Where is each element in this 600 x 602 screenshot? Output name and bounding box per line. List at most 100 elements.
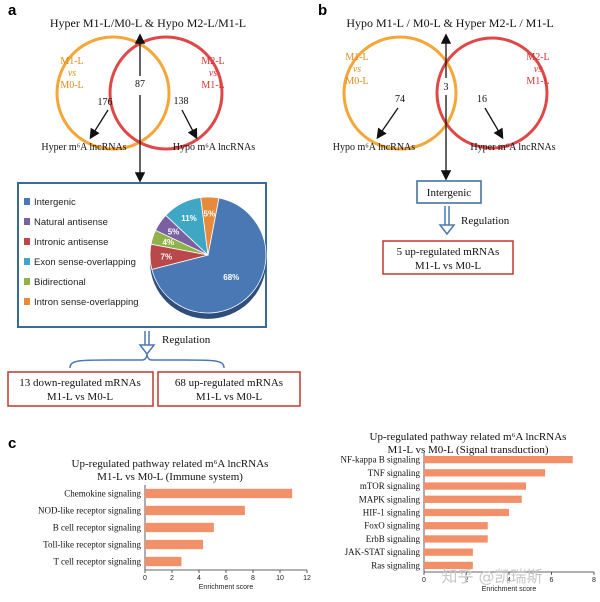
category-label-jak-stat-signaling: JAK-STAT signaling <box>345 547 421 557</box>
bar-erbb-signaling <box>424 535 488 543</box>
panel-b-overlap-count: 3 <box>444 82 449 93</box>
category-label-nod-like-receptor-signaling: NOD-like receptor signaling <box>38 506 141 516</box>
panel-b-box-bottom-line2: M1-L vs M0-L <box>415 260 481 272</box>
category-label-nf-kappa-b-signaling: NF-kappa B signaling <box>341 455 421 465</box>
bar-foxo-signaling <box>424 522 488 530</box>
panel-b-right-line1: M2-L <box>526 52 549 63</box>
x-tick-label: 2 <box>465 577 469 584</box>
panel-b-right-line3: M1-L <box>526 76 549 87</box>
x-tick-label: 10 <box>276 575 284 582</box>
panel-a-brace <box>69 353 225 369</box>
panel-b-box-top <box>416 180 482 204</box>
category-label-erbb-signaling: ErbB signaling <box>366 534 421 544</box>
panel-b-right-circle <box>435 36 549 150</box>
panel-b-right-line2: vs <box>534 64 542 75</box>
pie-label-bidirectional: 4% <box>163 238 175 247</box>
chart-title: Up-regulated pathway related m⁶A lncRNAs <box>370 431 567 443</box>
panel-a-box-left <box>7 371 154 407</box>
panel-a-box-left-line1: 13 down-regulated mRNAs <box>19 377 141 389</box>
category-label-chemokine-signaling: Chemokine signaling <box>64 489 141 499</box>
category-label-hif-1-signaling: HIF-1 signaling <box>363 508 421 518</box>
pie-label-natural-antisense: 5% <box>168 228 180 237</box>
legend-swatch-intergenic <box>24 198 30 205</box>
x-tick-label: 6 <box>224 575 228 582</box>
panel-a-left-caption: Hyper m⁶A lncRNAs <box>41 142 126 153</box>
x-tick-label: 0 <box>143 575 147 582</box>
pie-label-intron-sense-overlapping: 5% <box>204 209 216 218</box>
panel-a-title: Hyper M1-L/M0-L & Hypo M2-L/M1-L <box>50 16 246 30</box>
bar-nod-like-receptor-signaling <box>145 505 245 516</box>
bar-jak-stat-signaling <box>424 548 473 556</box>
panel-a-left-circle <box>55 35 171 151</box>
panel-b-left-arrow <box>376 107 399 140</box>
legend-swatch-intronic-antisense <box>24 238 30 245</box>
x-tick-label: 12 <box>303 575 311 582</box>
panel-c-letter: c <box>8 435 16 452</box>
legend-label-intronic-antisense: Intronic antisense <box>34 237 108 248</box>
bar-nf-kappa-b-signaling <box>424 455 573 464</box>
panel-b-right-caption: Hyper m⁶A lncRNAs <box>470 142 555 153</box>
legend-label-exon-sense-overlapping: Exon sense-overlapping <box>34 257 136 268</box>
pie-label-intronic-antisense: 7% <box>161 252 173 261</box>
bar-chemokine-signaling <box>145 488 293 499</box>
panel-b-left-caption: Hypo m⁶A lncRNAs <box>333 142 415 153</box>
legend-swatch-intron-sense-overlapping <box>24 298 30 305</box>
pie-slice-intron-sense-overlapping <box>200 196 220 256</box>
panel-a-left-arrow <box>89 109 109 140</box>
panel-a-left-count: 176 <box>98 97 113 108</box>
category-label-tnf-signaling: TNF signaling <box>368 468 421 478</box>
x-tick-label: 8 <box>592 577 596 584</box>
panel-b-right-count: 16 <box>477 94 487 105</box>
panel-b-left-line3: M0-L <box>345 76 368 87</box>
bar-hif-1-signaling <box>424 508 509 517</box>
watermark: 知乎 @凯瑞斯 <box>441 567 542 586</box>
pie-label-intergenic: 68% <box>223 273 239 282</box>
x-tick-label: 2 <box>170 575 174 582</box>
panel-a-letter: a <box>8 2 17 19</box>
category-label-ras-signaling: Ras signaling <box>371 560 420 570</box>
x-tick-label: 8 <box>251 575 255 582</box>
x-axis-label: Enrichment score <box>482 586 537 593</box>
panel-a-box-right <box>157 371 301 407</box>
category-label-b-cell-receptor-signaling: B cell receptor signaling <box>53 523 142 533</box>
bar-chart-signal: Up-regulated pathway related m⁶A lncRNAs… <box>341 431 597 593</box>
legend-label-intergenic: Intergenic <box>34 197 76 208</box>
legend-swatch-natural-antisense <box>24 218 30 225</box>
panel-a-right-line3: M1-L <box>201 80 224 91</box>
legend-label-natural-antisense: Natural antisense <box>34 217 108 228</box>
category-label-toll-like-receptor-signaling: Toll-like receptor signaling <box>43 540 141 550</box>
pie-chart: 68%7%4%5%11% 5% <box>149 196 267 319</box>
panel-a-right-caption: Hypo m⁶A lncRNAs <box>173 142 255 153</box>
panel-a-left-line2: vs <box>68 68 76 79</box>
panel-a-left-line3: M0-L <box>60 80 83 91</box>
panel-b-regulation-label: Regulation <box>461 215 510 227</box>
panel-b-box-bottom <box>382 240 514 275</box>
panel-b-box-bottom-line1: 5 up-regulated mRNAs <box>397 246 500 258</box>
x-tick-label: 4 <box>507 577 511 584</box>
bar-b-cell-receptor-signaling <box>145 522 214 533</box>
x-tick-label: 4 <box>197 575 201 582</box>
panel-b-left-count: 74 <box>395 94 405 105</box>
panel-a-right-circle <box>108 35 224 151</box>
pie-slice-intergenic <box>151 197 267 314</box>
panel-a-regulation-arrow <box>138 331 156 356</box>
panel-a-right-line1: M2-L <box>201 56 224 67</box>
panel-b-title: Hypo M1-L / M0-L & Hyper M2-L / M1-L <box>346 16 553 30</box>
bar-t-cell-receptor-signaling <box>145 556 182 567</box>
bar-tnf-signaling <box>424 469 546 477</box>
category-label-foxo-signaling: FoxO signaling <box>364 521 420 531</box>
bar-toll-like-receptor-signaling <box>145 539 204 550</box>
panel-a-box-right-line1: 68 up-regulated mRNAs <box>175 377 283 389</box>
category-label-t-cell-receptor-signaling: T cell receptor signaling <box>53 557 141 567</box>
panel-b-right-arrow <box>484 107 504 140</box>
panel-a-right-line2: vs <box>209 68 217 79</box>
panel-a-right-arrow <box>181 109 198 140</box>
x-tick-label: 6 <box>550 577 554 584</box>
panel-b-regulation-arrow <box>438 206 456 236</box>
panel-a-right-count: 138 <box>174 96 189 107</box>
panel-a-box-right-line2: M1-L vs M0-L <box>196 391 262 403</box>
x-axis-label: Enrichment score <box>199 584 254 591</box>
x-tick-label: 0 <box>422 577 426 584</box>
bar-mtor-signaling <box>424 482 526 490</box>
